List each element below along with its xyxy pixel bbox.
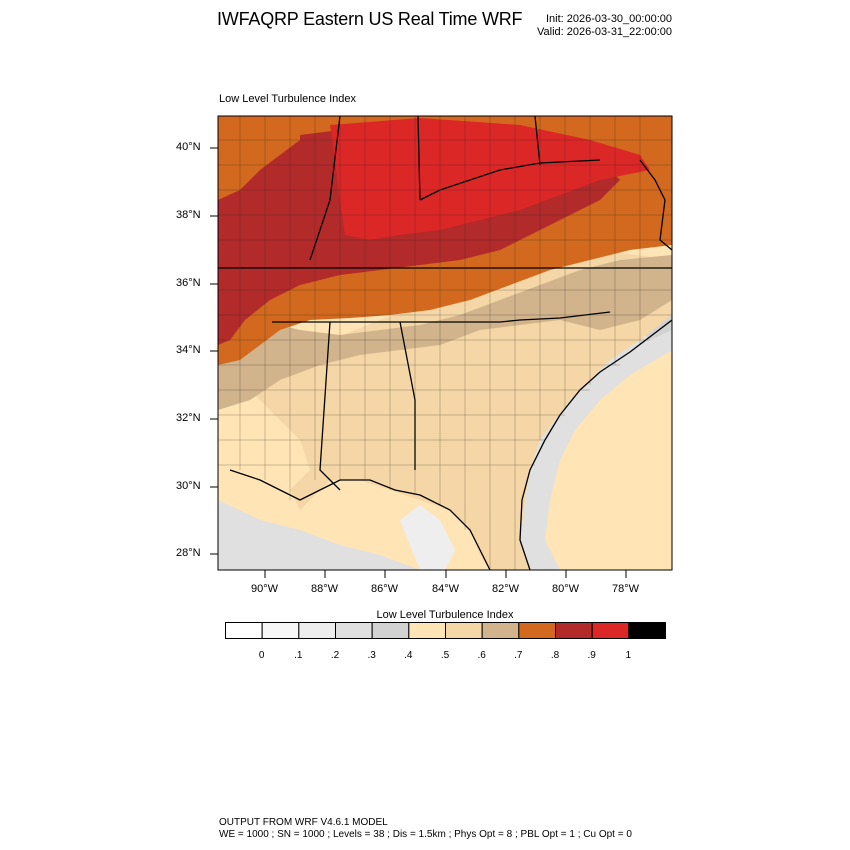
lat-label: 38°N xyxy=(176,209,201,221)
colorbar-swatch xyxy=(481,622,520,639)
colorbar-swatch xyxy=(298,622,336,639)
lat-label: 32°N xyxy=(176,412,201,424)
lon-label: 80°W xyxy=(552,583,580,595)
footer-line-1: OUTPUT FROM WRF V4.6.1 MODEL xyxy=(219,817,388,828)
colorbar-swatch xyxy=(408,622,446,639)
lon-label: 90°W xyxy=(251,583,279,595)
colorbar-tick-label: .3 xyxy=(367,650,376,661)
turbulence-field xyxy=(218,116,672,570)
colorbar-tick-label: 1 xyxy=(625,650,632,661)
map-frame xyxy=(217,115,673,571)
colorbar-swatch xyxy=(518,622,556,639)
footer-line-2: WE = 1000 ; SN = 1000 ; Levels = 38 ; Di… xyxy=(219,829,632,840)
colorbar-swatch xyxy=(261,622,300,639)
lon-label: 88°W xyxy=(311,583,339,595)
colorbar-swatch xyxy=(628,622,666,639)
colorbar xyxy=(225,622,666,639)
lon-label: 84°W xyxy=(432,583,460,595)
colorbar-tick-label: .6 xyxy=(477,650,486,661)
colorbar-tick-label: .8 xyxy=(550,650,560,661)
init-time: Init: 2026-03-30_00:00:00 xyxy=(546,13,672,25)
valid-time: Valid: 2026-03-31_22:00:00 xyxy=(537,26,672,38)
lon-label: 86°W xyxy=(371,583,399,595)
lat-label: 34°N xyxy=(176,344,201,356)
map-title: IWFAQRP Eastern US Real Time WRF xyxy=(217,9,523,29)
colorbar-swatch xyxy=(335,622,373,639)
colorbar-tick-label: .9 xyxy=(587,650,596,661)
lat-label: 30°N xyxy=(176,480,201,492)
lon-label: 78°W xyxy=(612,583,640,595)
lon-label: 82°W xyxy=(492,583,520,595)
colorbar-swatch xyxy=(555,622,593,639)
colorbar-tick-label: 0 xyxy=(258,650,265,661)
colorbar-tick-label: .4 xyxy=(404,650,413,661)
colorbar-tick-label: .1 xyxy=(294,650,303,661)
lat-label: 36°N xyxy=(176,277,201,289)
colorbar-title: Low Level Turbulence Index xyxy=(376,609,514,621)
lon-ticks xyxy=(264,570,627,578)
lat-label: 40°N xyxy=(176,141,201,153)
lat-label: 28°N xyxy=(176,547,201,559)
model-footer: OUTPUT FROM WRF V4.6.1 MODEL WE = 1000 ;… xyxy=(219,817,632,841)
field-subtitle: Low Level Turbulence Index xyxy=(219,93,356,105)
lat-ticks xyxy=(210,147,218,555)
colorbar-tick-label: .2 xyxy=(330,650,340,661)
init-valid-times: Init: 2026-03-30_00:00:00 Valid: 2026-03… xyxy=(537,13,672,39)
colorbar-swatch xyxy=(371,622,410,639)
colorbar-swatch xyxy=(225,622,263,639)
colorbar-tick-label: .5 xyxy=(440,650,450,661)
colorbar-tick-label: .7 xyxy=(514,650,523,661)
colorbar-swatch xyxy=(591,622,630,639)
colorbar-swatch xyxy=(445,622,483,639)
